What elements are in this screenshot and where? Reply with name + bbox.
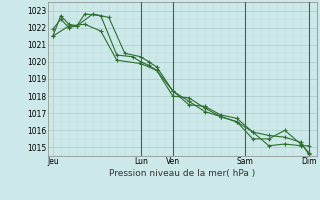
X-axis label: Pression niveau de la mer( hPa ): Pression niveau de la mer( hPa ) [109, 169, 256, 178]
